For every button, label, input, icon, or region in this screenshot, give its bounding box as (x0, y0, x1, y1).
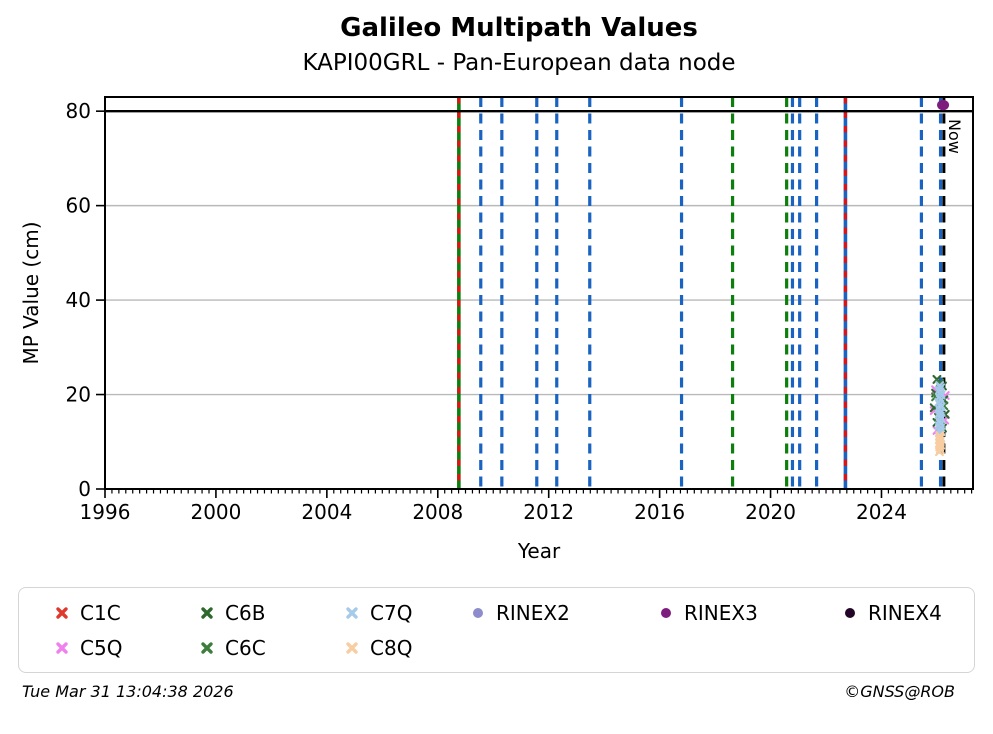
legend-item-c6c: C6C (200, 636, 345, 660)
data-point (934, 447, 944, 457)
legend-marker-x-icon (56, 641, 68, 654)
x-tick-label: 2008 (412, 500, 463, 524)
legend-label: C8Q (370, 635, 413, 660)
chart-subtitle: KAPI00GRL - Pan-European data node (302, 50, 736, 76)
footer: Tue Mar 31 13:04:38 2026 ©GNSS@ROB (22, 682, 955, 701)
series-RINEX3 (937, 99, 950, 111)
legend-item-c7q: C7Q (345, 601, 471, 625)
data-point (937, 99, 950, 111)
now-label: Now (945, 119, 964, 154)
legend-label: C6C (225, 635, 266, 660)
legend-label: C7Q (370, 600, 413, 625)
legend-label: C5Q (80, 635, 123, 660)
legend: C1C C5Q C6B C6C C7Q C8Q RINEX2 RINEX3 RINEX4 (18, 587, 975, 673)
x-tick-label: 2004 (301, 500, 352, 524)
legend-label: C1C (80, 600, 121, 625)
chart-canvas: Now 1996 2000 2004 2008 2012 2016 2020 2024 0 20 40… (19, 96, 974, 563)
x-tick-label: 1996 (80, 500, 131, 524)
y-tick-label: 60 (66, 194, 91, 218)
legend-label: C6B (225, 600, 266, 625)
x-tick-label: 2012 (523, 500, 574, 524)
legend-item-c5q: C5Q (55, 636, 200, 660)
y-tick-label: 0 (78, 477, 91, 501)
legend-marker-x-icon (56, 606, 68, 619)
plot-frame (104, 96, 974, 490)
legend-marker-x-icon (201, 606, 213, 619)
legend-item-rinex3: RINEX3 (659, 601, 843, 625)
x-tick-label: 2016 (634, 500, 685, 524)
plot-timestamp: Tue Mar 31 13:04:38 2026 (22, 682, 234, 701)
legend-item-c1c: C1C (55, 601, 200, 625)
data-point (935, 408, 945, 418)
legend-label: RINEX4 (868, 600, 942, 625)
y-tick-label: 80 (66, 99, 91, 123)
legend-marker-dot-icon (845, 607, 855, 618)
y-tick-label: 20 (66, 383, 91, 407)
legend-item-c6b: C6B (200, 601, 345, 625)
title-block: Galileo Multipath Values KAPI00GRL - Pan… (85, 0, 953, 78)
legend-item-rinex2: RINEX2 (471, 601, 659, 625)
chart-figure: Galileo Multipath Values KAPI00GRL - Pan… (18, 0, 975, 701)
series-C7Q (934, 381, 946, 437)
legend-marker-dot-icon (661, 607, 671, 618)
legend-label: RINEX2 (496, 600, 570, 625)
legend-marker-x-icon (346, 641, 358, 654)
x-tick-label: 2000 (190, 500, 241, 524)
y-axis-label: MP Value (cm) (19, 221, 43, 364)
chart-title: Galileo Multipath Values (340, 13, 698, 43)
legend-marker-x-icon (346, 606, 358, 619)
copyright-label: ©GNSS@ROB (844, 682, 955, 701)
legend-label: RINEX3 (684, 600, 758, 625)
legend-item-rinex4: RINEX4 (843, 601, 974, 625)
x-axis-label: Year (517, 539, 561, 563)
legend-marker-x-icon (201, 641, 213, 654)
x-tick-label: 2020 (745, 500, 796, 524)
series-C8Q (934, 431, 946, 457)
legend-item-c8q: C8Q (345, 636, 471, 660)
y-tick-label: 40 (66, 288, 91, 312)
legend-marker-dot-icon (473, 607, 483, 618)
x-tick-label: 2024 (856, 500, 907, 524)
